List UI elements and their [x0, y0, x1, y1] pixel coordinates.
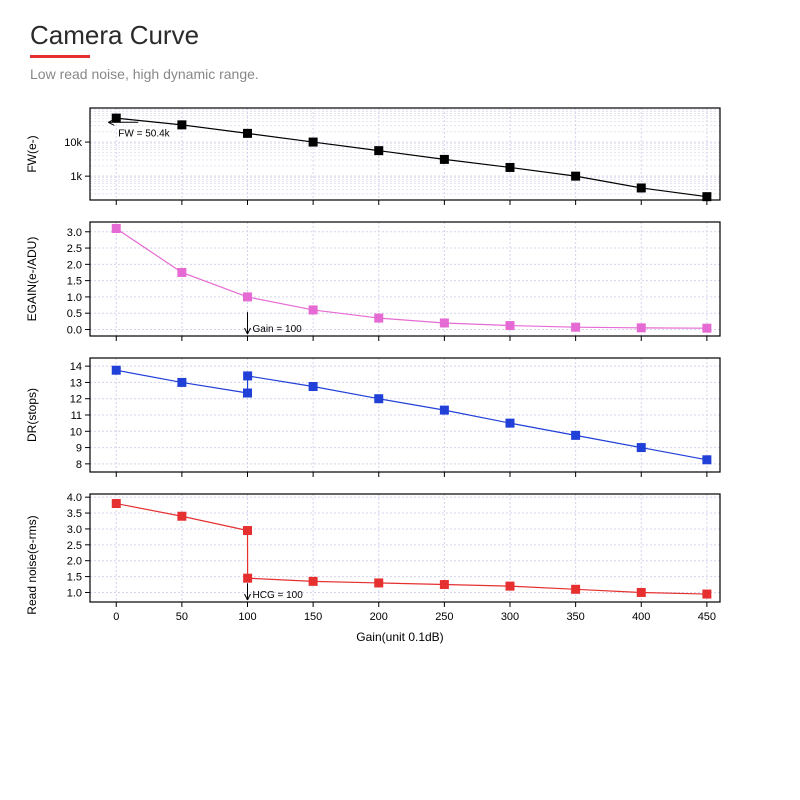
svg-text:2.5: 2.5 — [67, 243, 82, 255]
svg-text:200: 200 — [370, 611, 388, 623]
ylabel-fw: FW(e-) — [25, 135, 39, 172]
svg-text:Gain = 100: Gain = 100 — [253, 324, 303, 335]
svg-text:250: 250 — [435, 611, 453, 623]
chart-egain: 0.0 0.5 1.0 1.5 2.0 2.5 3.0 Gain = 100 — [40, 214, 730, 344]
svg-text:4.0: 4.0 — [67, 492, 82, 504]
svg-text:0.0: 0.0 — [67, 324, 82, 336]
svg-text:13: 13 — [70, 377, 82, 389]
svg-text:2.0: 2.0 — [67, 556, 82, 568]
svg-text:3.0: 3.0 — [67, 227, 82, 239]
chart-rn: 1.0 1.5 2.0 2.5 3.0 3.5 4.0 0 50 100 150 200 250 300 3… — [40, 486, 730, 626]
svg-text:8: 8 — [76, 459, 82, 471]
ylabel-rn: Read noise(e-rms) — [25, 515, 39, 614]
chart-fw: 1k 10k FW = 50.4k — [40, 100, 730, 208]
panel-fw: FW(e-) 1k10kFW = 50.4k — [40, 100, 760, 208]
svg-text:9: 9 — [76, 443, 82, 455]
svg-text:12: 12 — [70, 394, 82, 406]
svg-text:11: 11 — [71, 410, 82, 422]
svg-text:2.0: 2.0 — [67, 259, 82, 271]
svg-text:100: 100 — [238, 611, 256, 623]
subtitle: Low read noise, high dynamic range. — [30, 66, 770, 82]
svg-text:1.5: 1.5 — [67, 572, 82, 584]
panel-dr: DR(stops) 891011121314 — [40, 350, 760, 480]
ylabel-egain: EGAIN(e-/ADU) — [25, 237, 39, 322]
svg-text:10: 10 — [70, 426, 82, 438]
svg-text:1.0: 1.0 — [67, 292, 82, 304]
title-underline — [30, 55, 90, 58]
xlabel: Gain(unit 0.1dB) — [40, 630, 760, 644]
panel-rn: Read noise(e-rms) 1.01.52.02.53.03.54.00… — [40, 486, 760, 644]
svg-text:2.5: 2.5 — [67, 540, 82, 552]
chart-stack: FW(e-) 1k10kFW = 50.4k EGAIN(e-/ADU) 0.0… — [40, 100, 760, 644]
ylabel-dr: DR(stops) — [25, 388, 39, 442]
svg-text:3.0: 3.0 — [67, 524, 82, 536]
svg-text:50: 50 — [176, 611, 188, 623]
svg-text:400: 400 — [632, 611, 650, 623]
svg-text:14: 14 — [70, 361, 82, 373]
svg-text:HCG = 100: HCG = 100 — [253, 590, 304, 601]
svg-text:10k: 10k — [64, 137, 82, 149]
svg-text:450: 450 — [698, 611, 716, 623]
panel-egain: EGAIN(e-/ADU) 0.00.51.01.52.02.53.0Gain … — [40, 214, 760, 344]
chart-dr: 8 9 10 11 12 13 14 — [40, 350, 730, 480]
svg-text:150: 150 — [304, 611, 322, 623]
svg-text:1.0: 1.0 — [67, 587, 82, 599]
svg-text:300: 300 — [501, 611, 519, 623]
svg-text:0: 0 — [113, 611, 119, 623]
page-title: Camera Curve — [30, 20, 770, 51]
svg-text:350: 350 — [566, 611, 584, 623]
svg-text:3.5: 3.5 — [67, 508, 82, 520]
svg-text:1k: 1k — [70, 171, 82, 183]
svg-text:1.5: 1.5 — [67, 276, 82, 288]
svg-text:FW = 50.4k: FW = 50.4k — [118, 128, 170, 139]
svg-text:0.5: 0.5 — [67, 308, 82, 320]
